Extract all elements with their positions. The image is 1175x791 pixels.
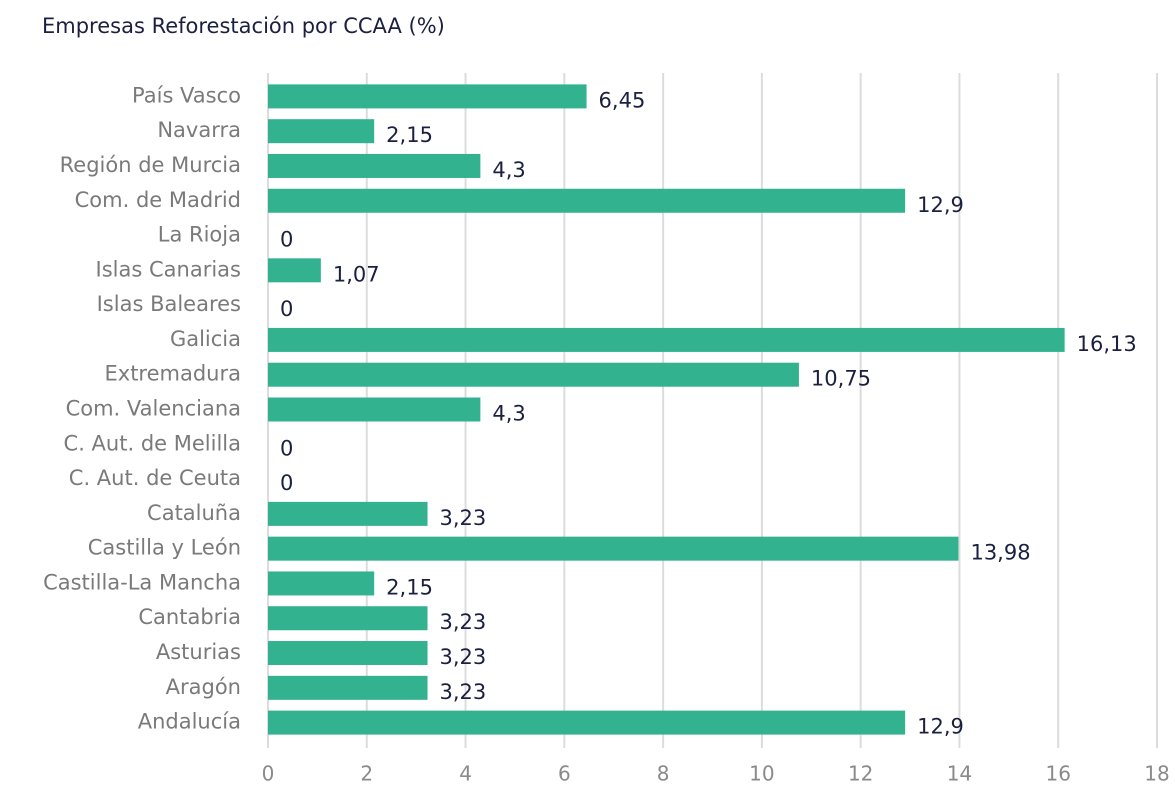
x-tick-label: 4 — [459, 762, 472, 786]
y-tick-label: Castilla-La Mancha — [43, 570, 241, 594]
y-tick-label: Galicia — [170, 327, 241, 351]
y-tick-label: C. Aut. de Melilla — [64, 431, 241, 455]
value-label: 0 — [280, 228, 293, 252]
bar — [268, 675, 428, 700]
bar — [268, 536, 959, 561]
value-label: 0 — [280, 471, 293, 495]
x-tick-label: 0 — [262, 762, 275, 786]
value-label: 10,75 — [811, 367, 871, 391]
x-tick-label: 2 — [360, 762, 373, 786]
value-label: 3,23 — [440, 506, 487, 530]
value-label: 12,9 — [917, 715, 964, 739]
bar — [268, 501, 428, 526]
value-label: 16,13 — [1077, 332, 1137, 356]
value-label: 6,45 — [599, 88, 646, 112]
x-tick-label: 18 — [1144, 762, 1169, 786]
bar — [268, 362, 799, 387]
value-label: 3,23 — [440, 680, 487, 704]
value-label: 2,15 — [386, 575, 433, 599]
y-tick-label: La Rioja — [158, 223, 241, 247]
y-tick-label: Navarra — [157, 118, 241, 142]
value-label: 3,23 — [440, 645, 487, 669]
y-tick-label: Islas Baleares — [97, 292, 241, 316]
bar — [268, 710, 906, 735]
chart-title: Empresas Reforestación por CCAA (%) — [42, 14, 445, 38]
value-label: 0 — [280, 436, 293, 460]
value-label: 3,23 — [440, 610, 487, 634]
y-tick-label: C. Aut. de Ceuta — [69, 466, 241, 490]
bar — [268, 327, 1065, 352]
value-label: 12,9 — [917, 193, 964, 217]
value-label: 2,15 — [386, 123, 433, 147]
y-tick-label: Castilla y León — [88, 536, 241, 560]
value-label: 13,98 — [970, 541, 1030, 565]
x-tick-label: 10 — [749, 762, 774, 786]
bar — [268, 258, 321, 283]
x-tick-label: 16 — [1045, 762, 1070, 786]
y-tick-label: Com. de Madrid — [75, 188, 241, 212]
x-tick-label: 12 — [848, 762, 873, 786]
y-tick-label: País Vasco — [132, 83, 241, 107]
y-tick-label: Región de Murcia — [60, 153, 241, 177]
bar — [268, 641, 428, 666]
y-tick-label: Cataluña — [147, 501, 241, 525]
bar — [268, 571, 375, 596]
bar — [268, 153, 481, 178]
value-label: 4,3 — [492, 402, 525, 426]
bar — [268, 188, 906, 213]
y-tick-label: Islas Canarias — [96, 257, 241, 281]
value-label: 1,07 — [333, 262, 380, 286]
y-tick-label: Andalucía — [138, 710, 241, 734]
x-tick-label: 8 — [657, 762, 670, 786]
x-tick-label: 6 — [558, 762, 571, 786]
bar — [268, 397, 481, 422]
bar — [268, 119, 375, 144]
y-tick-label: Aragón — [166, 675, 241, 699]
value-label: 0 — [280, 297, 293, 321]
bar — [268, 606, 428, 631]
bar — [268, 84, 587, 109]
y-tick-label: Extremadura — [105, 362, 242, 386]
y-tick-label: Asturias — [156, 640, 241, 664]
value-label: 4,3 — [492, 158, 525, 182]
y-tick-label: Com. Valenciana — [66, 397, 241, 421]
y-tick-label: Cantabria — [138, 605, 241, 629]
x-tick-label: 14 — [947, 762, 972, 786]
